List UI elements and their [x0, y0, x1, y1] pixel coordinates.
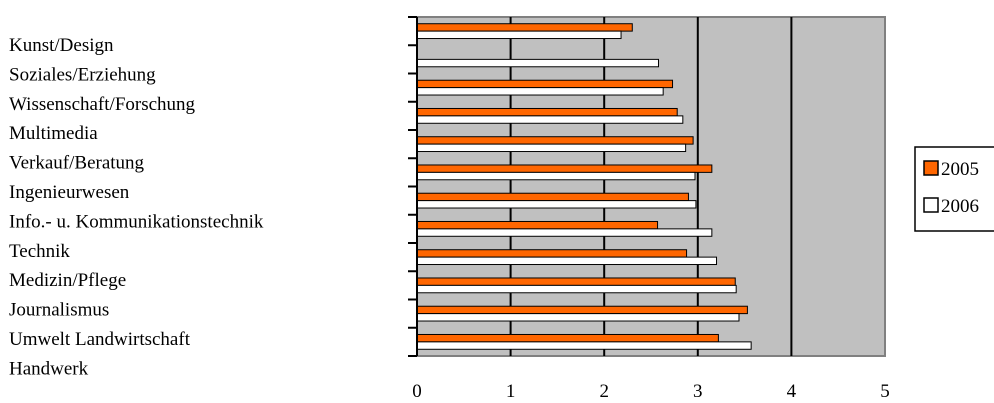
- legend-swatch-2005: [923, 160, 939, 176]
- legend: 2005 2006: [914, 146, 994, 232]
- bar-2005: [416, 107, 678, 117]
- category-label: Info.- u. Kommunikationstechnik: [9, 211, 264, 232]
- category-label: Journalismus: [9, 300, 109, 321]
- x-tick-label: 0: [412, 381, 422, 402]
- bar-2006: [416, 171, 696, 181]
- bar-2005: [416, 164, 713, 173]
- bar-2005: [416, 305, 748, 315]
- category-labels: Kunst/Design Soziales/Erziehung Wissenscha…: [9, 35, 264, 379]
- x-tick-label: 3: [693, 381, 703, 402]
- category-label: Handwerk: [9, 358, 89, 379]
- bar-2005: [416, 249, 688, 258]
- gridlines: [509, 17, 793, 356]
- y-axis-ticks: [408, 16, 417, 357]
- bar-2006: [416, 228, 713, 237]
- category-label: Verkauf/Beratung: [9, 153, 145, 174]
- bar-2006: [416, 256, 718, 266]
- bar-2006: [416, 284, 737, 294]
- category-label: Soziales/Erziehung: [9, 64, 156, 85]
- category-label: Kunst/Design: [9, 35, 114, 56]
- x-tick-label: 5: [880, 381, 890, 402]
- category-label: Wissenschaft/Forschung: [9, 94, 196, 115]
- x-tick-label: 4: [787, 381, 797, 402]
- bar-2006: [416, 58, 659, 68]
- bar-2005: [416, 277, 736, 286]
- bar-2006: [416, 115, 684, 124]
- x-tick-label: 2: [599, 381, 609, 402]
- bar-2006: [416, 87, 664, 96]
- legend-swatch-2006: [923, 197, 939, 213]
- bar-2005: [416, 333, 719, 343]
- bar-2006: [416, 341, 752, 350]
- legend-label: 2006: [941, 196, 979, 217]
- x-tick-label: 1: [506, 381, 516, 402]
- category-label: Medizin/Pflege: [9, 270, 126, 291]
- category-label: Ingenieurwesen: [9, 182, 130, 203]
- bar-2006: [416, 200, 697, 209]
- bar-2005: [416, 136, 694, 145]
- x-tick-labels: 0 1 2 3 4 5: [412, 381, 890, 402]
- bar-2006: [416, 30, 622, 40]
- bar-2006: [416, 143, 687, 153]
- legend-label: 2005: [941, 159, 979, 180]
- bar-2005: [416, 79, 674, 89]
- bar-2006: [416, 313, 740, 322]
- category-label: Technik: [9, 241, 70, 262]
- bar-2005: [416, 220, 659, 230]
- plot-area: [416, 16, 886, 357]
- bar-2005: [416, 192, 689, 202]
- bar-2005: [416, 23, 633, 32]
- category-label: Umwelt Landwirtschaft: [9, 329, 191, 350]
- category-label: Multimedia: [9, 123, 98, 144]
